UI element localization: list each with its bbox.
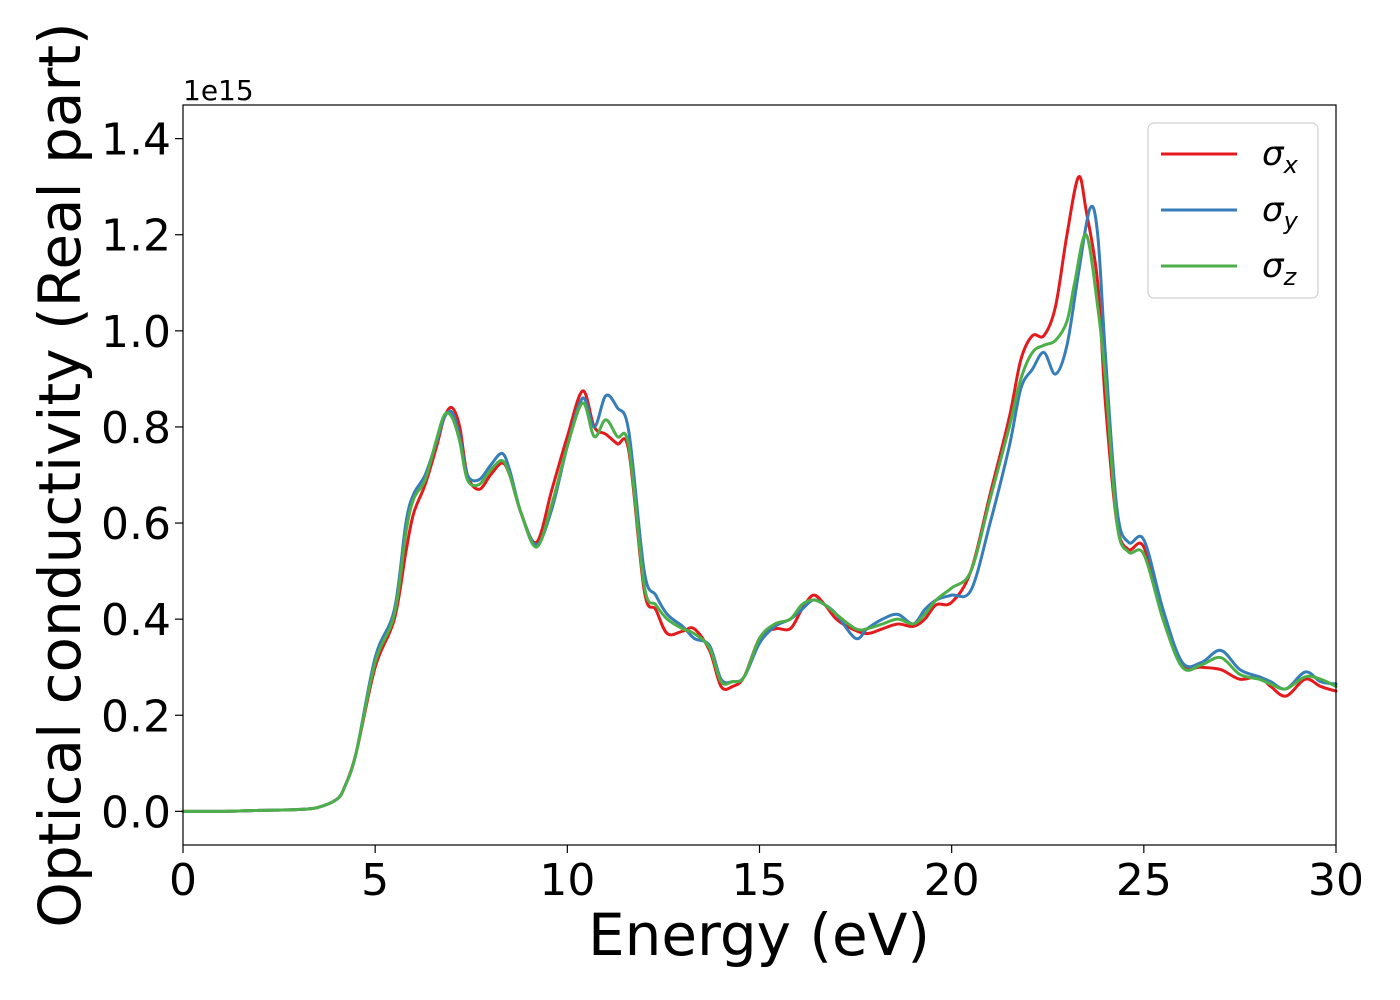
x-tick-label: 20	[924, 855, 980, 906]
series-line-z	[181, 233, 1338, 813]
y-axis-ticks: 0.0 0.2 0.4 0.6 0.8 1.0 1.2 1.4	[101, 115, 183, 838]
y-tick-label: 1.2	[101, 211, 171, 262]
x-axis-ticks: 0 5 10 15 20 25 30	[169, 845, 1364, 906]
x-tick-label: 0	[169, 855, 197, 906]
y-tick-label: 0.2	[101, 691, 171, 742]
y-tick-label: 1.0	[101, 307, 171, 358]
y-tick-label: 0.6	[101, 499, 171, 550]
x-tick-label: 5	[361, 855, 389, 906]
y-tick-label: 0.8	[101, 403, 171, 454]
x-axis-label: Energy (eV)	[588, 901, 930, 969]
y-tick-label: 0.4	[101, 595, 171, 646]
y-axis-label: Optical conductivity (Real part)	[26, 22, 94, 927]
y-offset-text: 1e15	[183, 74, 254, 107]
y-tick-label: 1.4	[101, 115, 171, 166]
x-tick-label: 30	[1308, 855, 1364, 906]
series-layer	[181, 175, 1338, 813]
x-tick-label: 15	[732, 855, 788, 906]
legend-subscript: z	[1283, 263, 1298, 291]
legend-subscript: x	[1283, 151, 1299, 179]
y-tick-label: 0.0	[101, 787, 171, 838]
x-tick-label: 10	[539, 855, 595, 906]
legend-subscript: y	[1283, 207, 1299, 235]
x-tick-label: 25	[1116, 855, 1172, 906]
